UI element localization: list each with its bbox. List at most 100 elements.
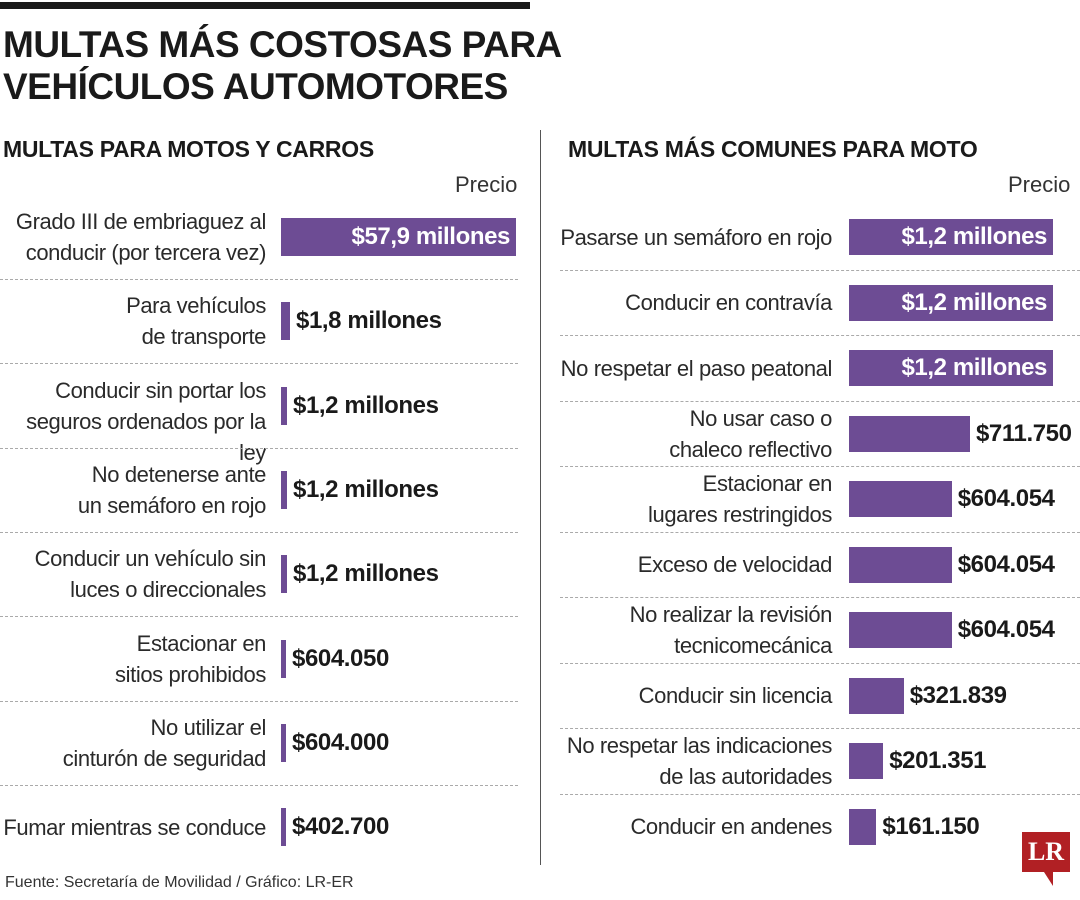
category-label-line: cinturón de seguridad [62,745,267,771]
category-label-line: Conducir sin portar los [55,377,266,403]
column-divider [540,130,541,865]
category-label-line: tecnicomecánica [674,633,832,658]
category-label: Pasarse un semáforo en rojo [560,222,832,253]
category-label-line: No detenerse ante [91,461,267,487]
category-label: Conducir en contravía [560,287,832,318]
data-label: $711.750 [975,419,1072,447]
category-label-line: lugares restringidos [648,502,832,527]
lr-logo-tail [1044,872,1053,886]
category-label-line: de transporte [141,324,267,350]
data-label: $604.054 [957,550,1055,578]
category-label: No utilizar el cinturón de seguridad [0,712,267,774]
category-label: Conducir en andenes [560,811,832,842]
right-price-header: Precio [1008,172,1071,197]
row-separator [560,400,1080,402]
data-label: $604.000 [292,728,389,756]
category-label-line: Pasarse un semáforo en rojo [560,224,832,250]
data-label: $1,2 millones [293,475,439,503]
row-separator [0,532,518,534]
category-label-line: de las autoridades [659,764,832,789]
bar [281,808,286,847]
category-label-line: seguros ordenados por la ley [26,408,266,465]
row-separator [560,597,1080,599]
category-label-line: Estacionar en [702,471,833,496]
category-label: No realizar la revisión tecnicomecánica [560,599,833,661]
data-label: $57,9 millones [351,223,511,250]
category-label-line: Grado III de embriaguez al [15,209,266,234]
row-separator [0,447,518,449]
row-separator [0,616,518,618]
bar [281,723,286,762]
bar [281,218,516,256]
category-label-line: Conducir en andenes [630,814,832,839]
lr-logo: LR [1022,832,1070,872]
bar [849,808,877,845]
category-label: Para vehículos de transporte [0,290,266,352]
category-label: Conducir sin licencia [560,680,833,711]
bar [849,284,1053,321]
page-title: MULTAS MÁS COSTOSAS PARA VEHÍCULOS AUTOM… [3,24,561,107]
category-label-line: No realizar la revisión [629,602,833,627]
category-label: No detenerse ante un semáforo en rojo [0,459,266,521]
category-label: Conducir sin portar los seguros ordenados… [0,375,266,468]
row-separator [560,335,1080,337]
data-label: $1,2 millones [901,354,1047,381]
category-label-line: luces o direccionales [70,577,266,603]
category-label-line: Fumar mientras se conduce [3,814,266,840]
category-label-line: Para vehículos [126,293,266,319]
row-separator [560,269,1080,271]
right-chart-title: MULTAS MÁS COMUNES PARA MOTO [568,136,978,162]
category-label-line: un semáforo en rojo [77,492,266,518]
category-label-line: Conducir un vehículo sin [34,546,267,572]
row-separator [560,728,1080,730]
bar [849,415,970,452]
category-label-line: sitios prohibidos [115,661,266,687]
left-price-header: Precio [455,172,518,197]
source-note: Fuente: Secretaría de Movilidad / Gráfic… [5,874,354,891]
category-label: Grado III de embriaguez al conducir (por … [0,206,266,268]
category-label-line: No respetar el paso peatonal [560,355,833,381]
category-label-line: Estacionar en [136,630,267,656]
category-label: Fumar mientras se conduce [0,812,266,843]
category-label: No usar caso o chaleco reflectivo [560,403,832,465]
data-label: $1,2 millones [901,288,1047,316]
bar [849,546,952,583]
bar [849,219,1053,255]
bar [281,639,286,678]
category-label: No respetar las indicaciones de las autor… [560,730,833,792]
data-label: $1,2 millones [293,560,439,588]
row-separator [0,279,518,281]
category-label-line: Conducir en contravía [625,290,832,315]
left-chart-title: MULTAS PARA MOTOS Y CARROS [3,136,374,162]
bar [849,612,952,648]
data-label: $1,8 millones [296,307,442,335]
category-label-line: No usar caso o [689,405,833,431]
category-label-line: Exceso de velocidad [637,552,833,577]
category-label: Conducir un vehículo sin luces o direccio… [0,543,267,605]
row-separator [560,662,1080,664]
category-label-line: No utilizar el [150,714,267,740]
row-separator [0,363,518,365]
bar [281,386,287,425]
category-label-line: conducir (por tercera vez) [25,240,267,265]
bar [849,481,952,517]
bar [849,743,884,779]
bar [281,555,287,594]
category-label-line: chaleco reflectivo [669,436,832,462]
row-separator [0,700,518,702]
data-label: $201.351 [889,747,987,774]
row-separator [560,466,1080,468]
row-separator [560,531,1080,533]
category-label: No respetar el paso peatonal [560,353,833,384]
data-label: $1,2 millones [901,223,1047,250]
bar [281,470,287,509]
data-label: $604.054 [957,616,1055,643]
data-label: $604.054 [957,485,1055,512]
data-label: $604.050 [292,644,389,672]
category-label: Exceso de velocidad [560,549,833,580]
data-label: $402.700 [292,813,389,841]
top-rule [0,2,530,9]
bar [849,350,1053,386]
category-label: Estacionar en lugares restringidos [560,468,832,530]
data-label: $321.839 [909,681,1007,709]
